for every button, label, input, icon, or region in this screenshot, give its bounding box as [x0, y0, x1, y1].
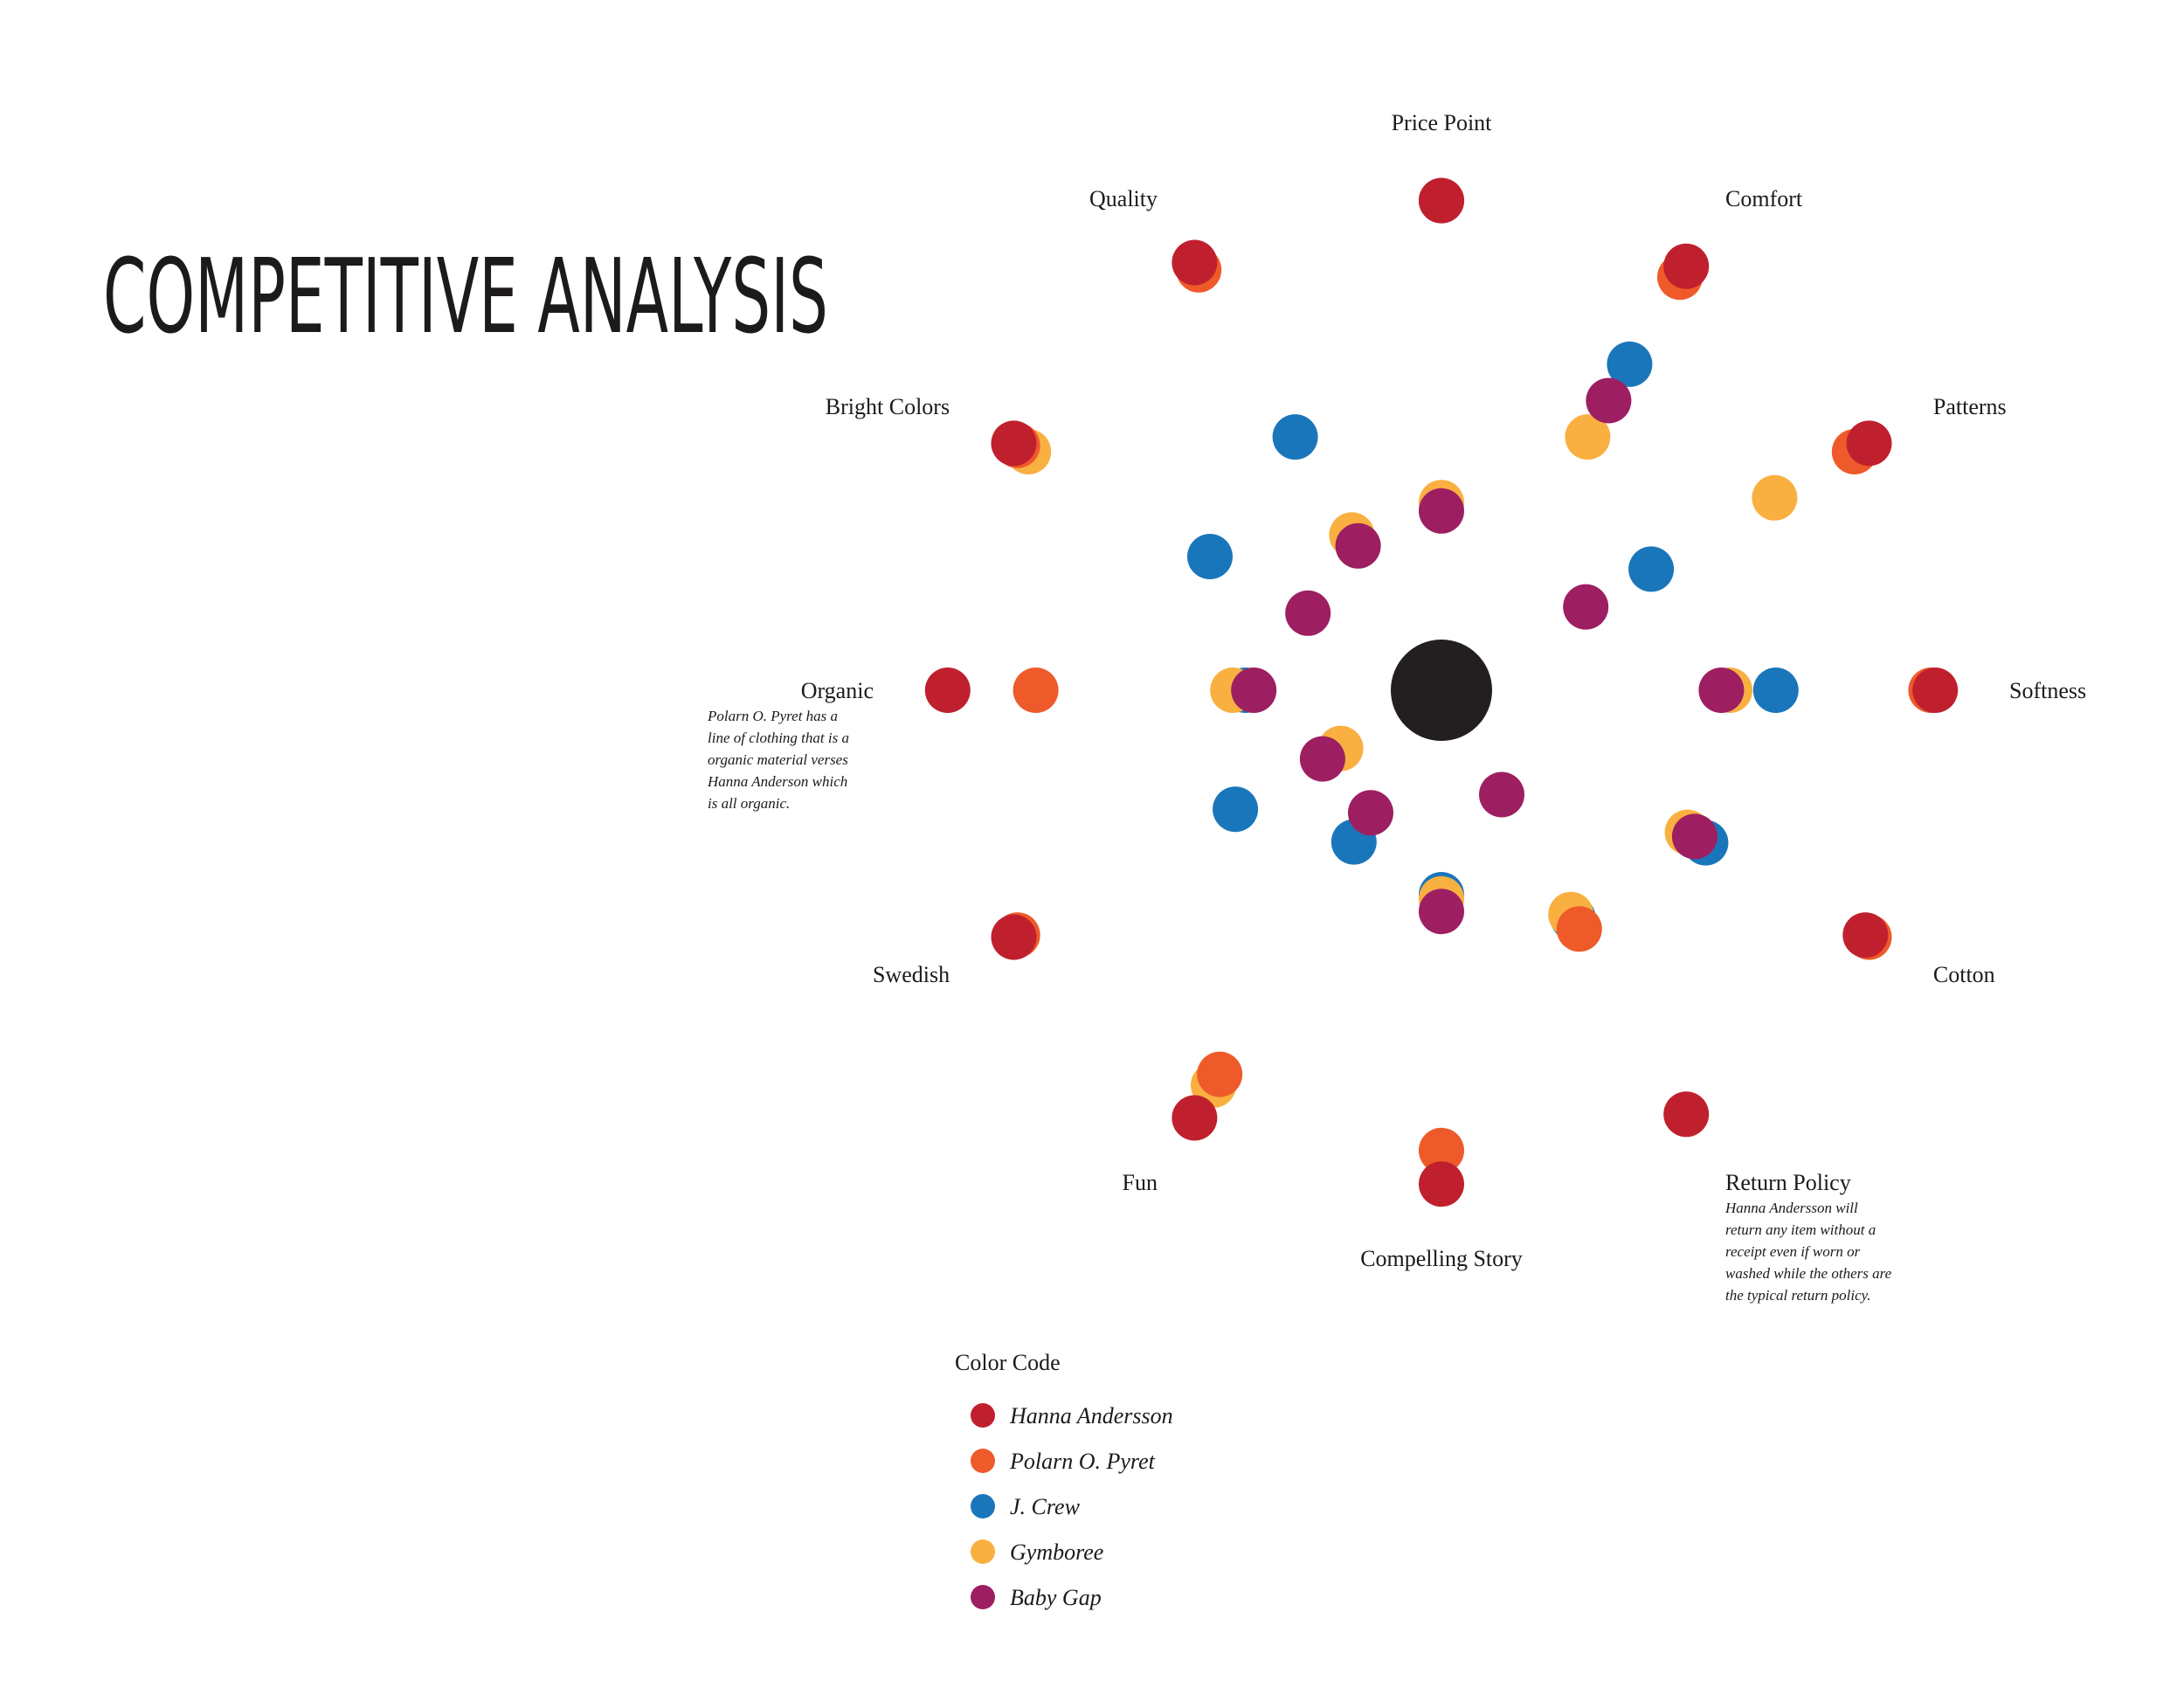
legend-swatch-gymboree	[971, 1539, 995, 1564]
data-points	[924, 177, 1959, 1207]
axis-label-organic: Organic	[801, 678, 874, 703]
note-organic-line: Polarn O. Pyret has a	[707, 708, 838, 724]
point-hanna-andersson-return-policy	[1663, 1091, 1710, 1138]
center-dot	[1391, 640, 1492, 741]
axis-label-bright-colors: Bright Colors	[826, 394, 950, 419]
point-j-crew-patterns	[1628, 546, 1675, 592]
point-polarn-o-pyret-fun	[1197, 1051, 1243, 1097]
point-j-crew-quality	[1272, 414, 1318, 460]
axis-label-compelling-story: Compelling Story	[1360, 1246, 1523, 1271]
note-return-policy-line: the typical return policy.	[1725, 1287, 1871, 1304]
note-organic-line: organic material verses	[708, 751, 848, 768]
point-j-crew-softness	[1752, 668, 1799, 713]
legend: Color Code Hanna Andersson Polarn O. Pyre…	[955, 1350, 1173, 1610]
page-title: COMPETITIVE ANALYSIS	[103, 236, 828, 356]
note-organic-line: line of clothing that is a	[708, 730, 849, 746]
point-j-crew-swedish	[1213, 786, 1259, 833]
point-baby-gap-return-policy	[1479, 771, 1524, 818]
point-polarn-o-pyret-return-policy	[1556, 906, 1602, 952]
axis-label-return-policy: Return Policy	[1725, 1170, 1851, 1195]
point-baby-gap-softness	[1698, 668, 1745, 713]
legend-title: Color Code	[955, 1350, 1061, 1375]
axis-label-cotton: Cotton	[1933, 962, 1995, 987]
point-baby-gap-patterns	[1563, 584, 1609, 630]
axis-label-quality: Quality	[1089, 186, 1158, 211]
point-hanna-andersson-comfort	[1663, 243, 1710, 289]
point-baby-gap-price-point	[1419, 488, 1464, 534]
point-hanna-andersson-swedish	[991, 914, 1037, 960]
point-hanna-andersson-quality	[1171, 239, 1218, 286]
axis-label-swedish: Swedish	[873, 962, 950, 987]
point-hanna-andersson-cotton	[1842, 912, 1889, 958]
note-organic-line: is all organic.	[708, 795, 790, 812]
note-return-policy-line: washed while the others are	[1725, 1265, 1892, 1282]
point-gymboree-comfort	[1565, 414, 1611, 460]
legend-label-j-crew: J. Crew	[1010, 1494, 1081, 1519]
note-organic-line: Hanna Anderson which	[707, 773, 847, 790]
point-baby-gap-comfort	[1586, 377, 1632, 424]
point-hanna-andersson-price-point	[1419, 177, 1464, 224]
note-return-policy-line: receipt even if worn or	[1725, 1243, 1861, 1260]
axis-label-comfort: Comfort	[1725, 186, 1803, 211]
axis-labels: Price Point Comfort Patterns Softness Cotton…	[707, 110, 2086, 1304]
point-hanna-andersson-organic	[924, 668, 971, 713]
legend-swatch-hanna-andersson	[971, 1403, 995, 1428]
legend-label-baby-gap: Baby Gap	[1010, 1585, 1102, 1610]
point-polarn-o-pyret-compelling-story	[1419, 1127, 1464, 1173]
point-baby-gap-cotton	[1671, 813, 1717, 860]
note-return-policy-line: return any item without a	[1725, 1221, 1876, 1238]
point-baby-gap-compelling-story	[1419, 889, 1464, 935]
legend-swatch-j-crew	[971, 1494, 995, 1519]
note-return-policy-line: Hanna Andersson will	[1724, 1200, 1858, 1216]
legend-label-gymboree: Gymboree	[1010, 1539, 1103, 1565]
point-polarn-o-pyret-organic	[1013, 668, 1059, 713]
point-j-crew-bright-colors	[1187, 534, 1233, 579]
axis-label-softness: Softness	[2009, 678, 2086, 703]
point-baby-gap-swedish	[1299, 736, 1345, 782]
legend-swatch-polarn-o-pyret	[971, 1449, 995, 1473]
point-baby-gap-organic	[1231, 668, 1277, 713]
point-hanna-andersson-patterns	[1846, 420, 1892, 467]
point-hanna-andersson-bright-colors	[991, 420, 1037, 467]
point-hanna-andersson-softness	[1912, 668, 1959, 713]
point-j-crew-comfort	[1607, 341, 1653, 387]
legend-label-hanna-andersson: Hanna Andersson	[1009, 1403, 1173, 1429]
point-baby-gap-quality	[1335, 522, 1381, 569]
legend-label-polarn-o-pyret: Polarn O. Pyret	[1009, 1449, 1156, 1474]
axis-label-fun: Fun	[1123, 1170, 1158, 1195]
point-gymboree-patterns	[1752, 474, 1798, 521]
axis-label-price-point: Price Point	[1392, 110, 1493, 135]
point-baby-gap-fun	[1348, 790, 1393, 836]
point-hanna-andersson-fun	[1171, 1095, 1218, 1141]
point-baby-gap-bright-colors	[1285, 590, 1331, 636]
axis-label-patterns: Patterns	[1933, 394, 2007, 419]
legend-swatch-baby-gap	[971, 1585, 995, 1609]
point-hanna-andersson-compelling-story	[1419, 1161, 1464, 1207]
